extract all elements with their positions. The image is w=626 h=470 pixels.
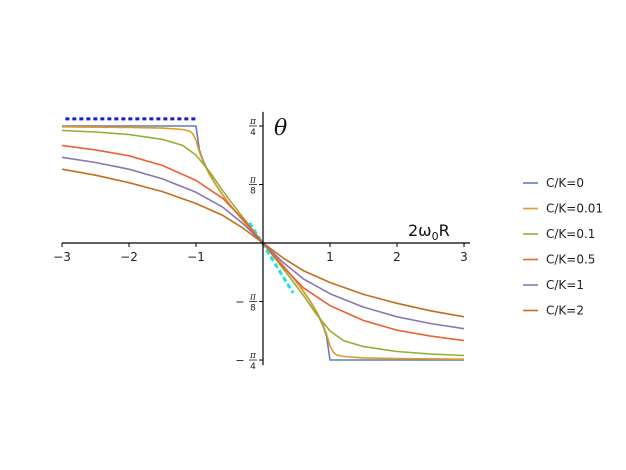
legend-label: C/K=0.5 [546, 253, 595, 267]
reference-line [248, 221, 295, 294]
minus-sign: − [235, 354, 244, 367]
legend-label: C/K=0.01 [546, 202, 603, 216]
y-tick-label: π8− [235, 293, 257, 314]
legend: C/K=0 C/K=0.01 C/K=0.1 C/K=0.5 C/K=1 C/K=2 [523, 176, 603, 318]
x-tick-label: −2 [120, 250, 138, 264]
y-tick-denominator: 4 [250, 362, 256, 372]
y-tick-denominator: 8 [250, 304, 256, 314]
x-tick-label: 3 [460, 250, 468, 264]
y-axis-label: θ [274, 116, 287, 141]
axes [62, 111, 470, 366]
y-tick-denominator: 4 [250, 128, 256, 138]
legend-label: C/K=0.1 [546, 227, 595, 241]
x-tick-label: −1 [187, 250, 205, 264]
x-ticks: −3 −2 −1 1 2 3 [53, 243, 468, 264]
y-tick-denominator: 8 [250, 186, 256, 196]
y-tick-numerator: π [249, 293, 257, 303]
y-tick-label: π4− [235, 351, 257, 372]
x-tick-label: 1 [326, 250, 334, 264]
y-tick-numerator: π [249, 117, 257, 127]
legend-label: C/K=1 [546, 278, 584, 292]
y-tick-label: π8 [249, 175, 257, 196]
legend-label: C/K=2 [546, 304, 584, 318]
y-tick-label: π4 [249, 117, 257, 138]
minus-sign: − [235, 296, 244, 309]
x-axis-label: 2ω0R [408, 221, 450, 243]
legend-label: C/K=0 [546, 176, 584, 190]
y-tick-numerator: π [249, 351, 257, 361]
x-tick-label: −3 [53, 250, 71, 264]
y-tick-numerator: π [249, 175, 257, 185]
x-tick-label: 2 [393, 250, 401, 264]
reference-lines [65, 117, 295, 294]
